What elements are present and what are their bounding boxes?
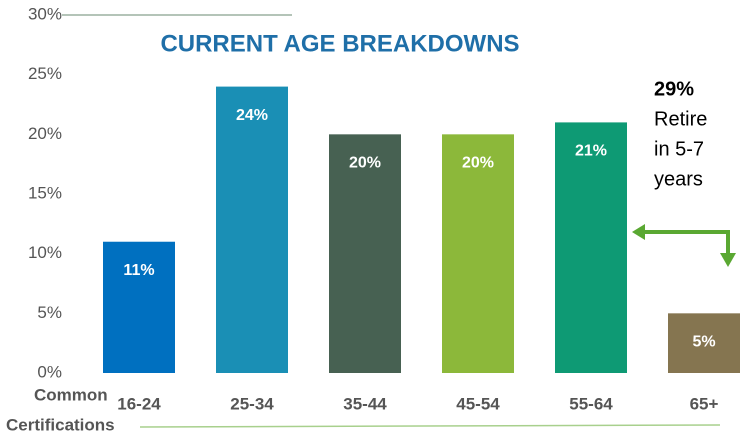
annotation: in 5-7 [654, 138, 704, 160]
value-label: 21% [575, 143, 607, 160]
value-label: 20% [462, 155, 494, 172]
y-tick-label: 5% [37, 303, 62, 322]
y-tick-label: 15% [28, 183, 62, 202]
value-label: 5% [692, 334, 715, 351]
bar [668, 313, 740, 373]
y-tick-label: 10% [28, 243, 62, 262]
decor-line [139, 424, 721, 428]
y-tick-label: 0% [37, 362, 62, 381]
x-tick-label: 35-44 [343, 394, 387, 413]
value-label: 24% [236, 107, 268, 124]
bar [442, 134, 514, 373]
y-tick-label: 25% [28, 64, 62, 83]
footer-text: Common [34, 385, 108, 404]
footer-text: Certifications [6, 415, 115, 434]
chart-title: CURRENT AGE BREAKDOWNS [160, 30, 519, 57]
annotation: 29% [654, 78, 694, 100]
value-label: 11% [123, 262, 154, 279]
x-tick-label: 16-24 [117, 394, 161, 413]
arrow [632, 224, 736, 267]
y-tick-label: 20% [28, 124, 62, 143]
x-tick-label: 55-64 [569, 394, 613, 413]
bar [329, 134, 401, 373]
bar [103, 241, 175, 373]
annotation: years [654, 168, 703, 190]
x-tick-label: 45-54 [456, 394, 500, 413]
x-tick-label: 25-34 [230, 394, 274, 413]
value-label: 20% [349, 155, 381, 172]
bar [555, 122, 627, 374]
y-tick-label: 30% [28, 4, 62, 23]
x-tick-label: 65+ [690, 394, 719, 413]
bar [216, 86, 288, 373]
annotation: Retire [654, 108, 707, 130]
